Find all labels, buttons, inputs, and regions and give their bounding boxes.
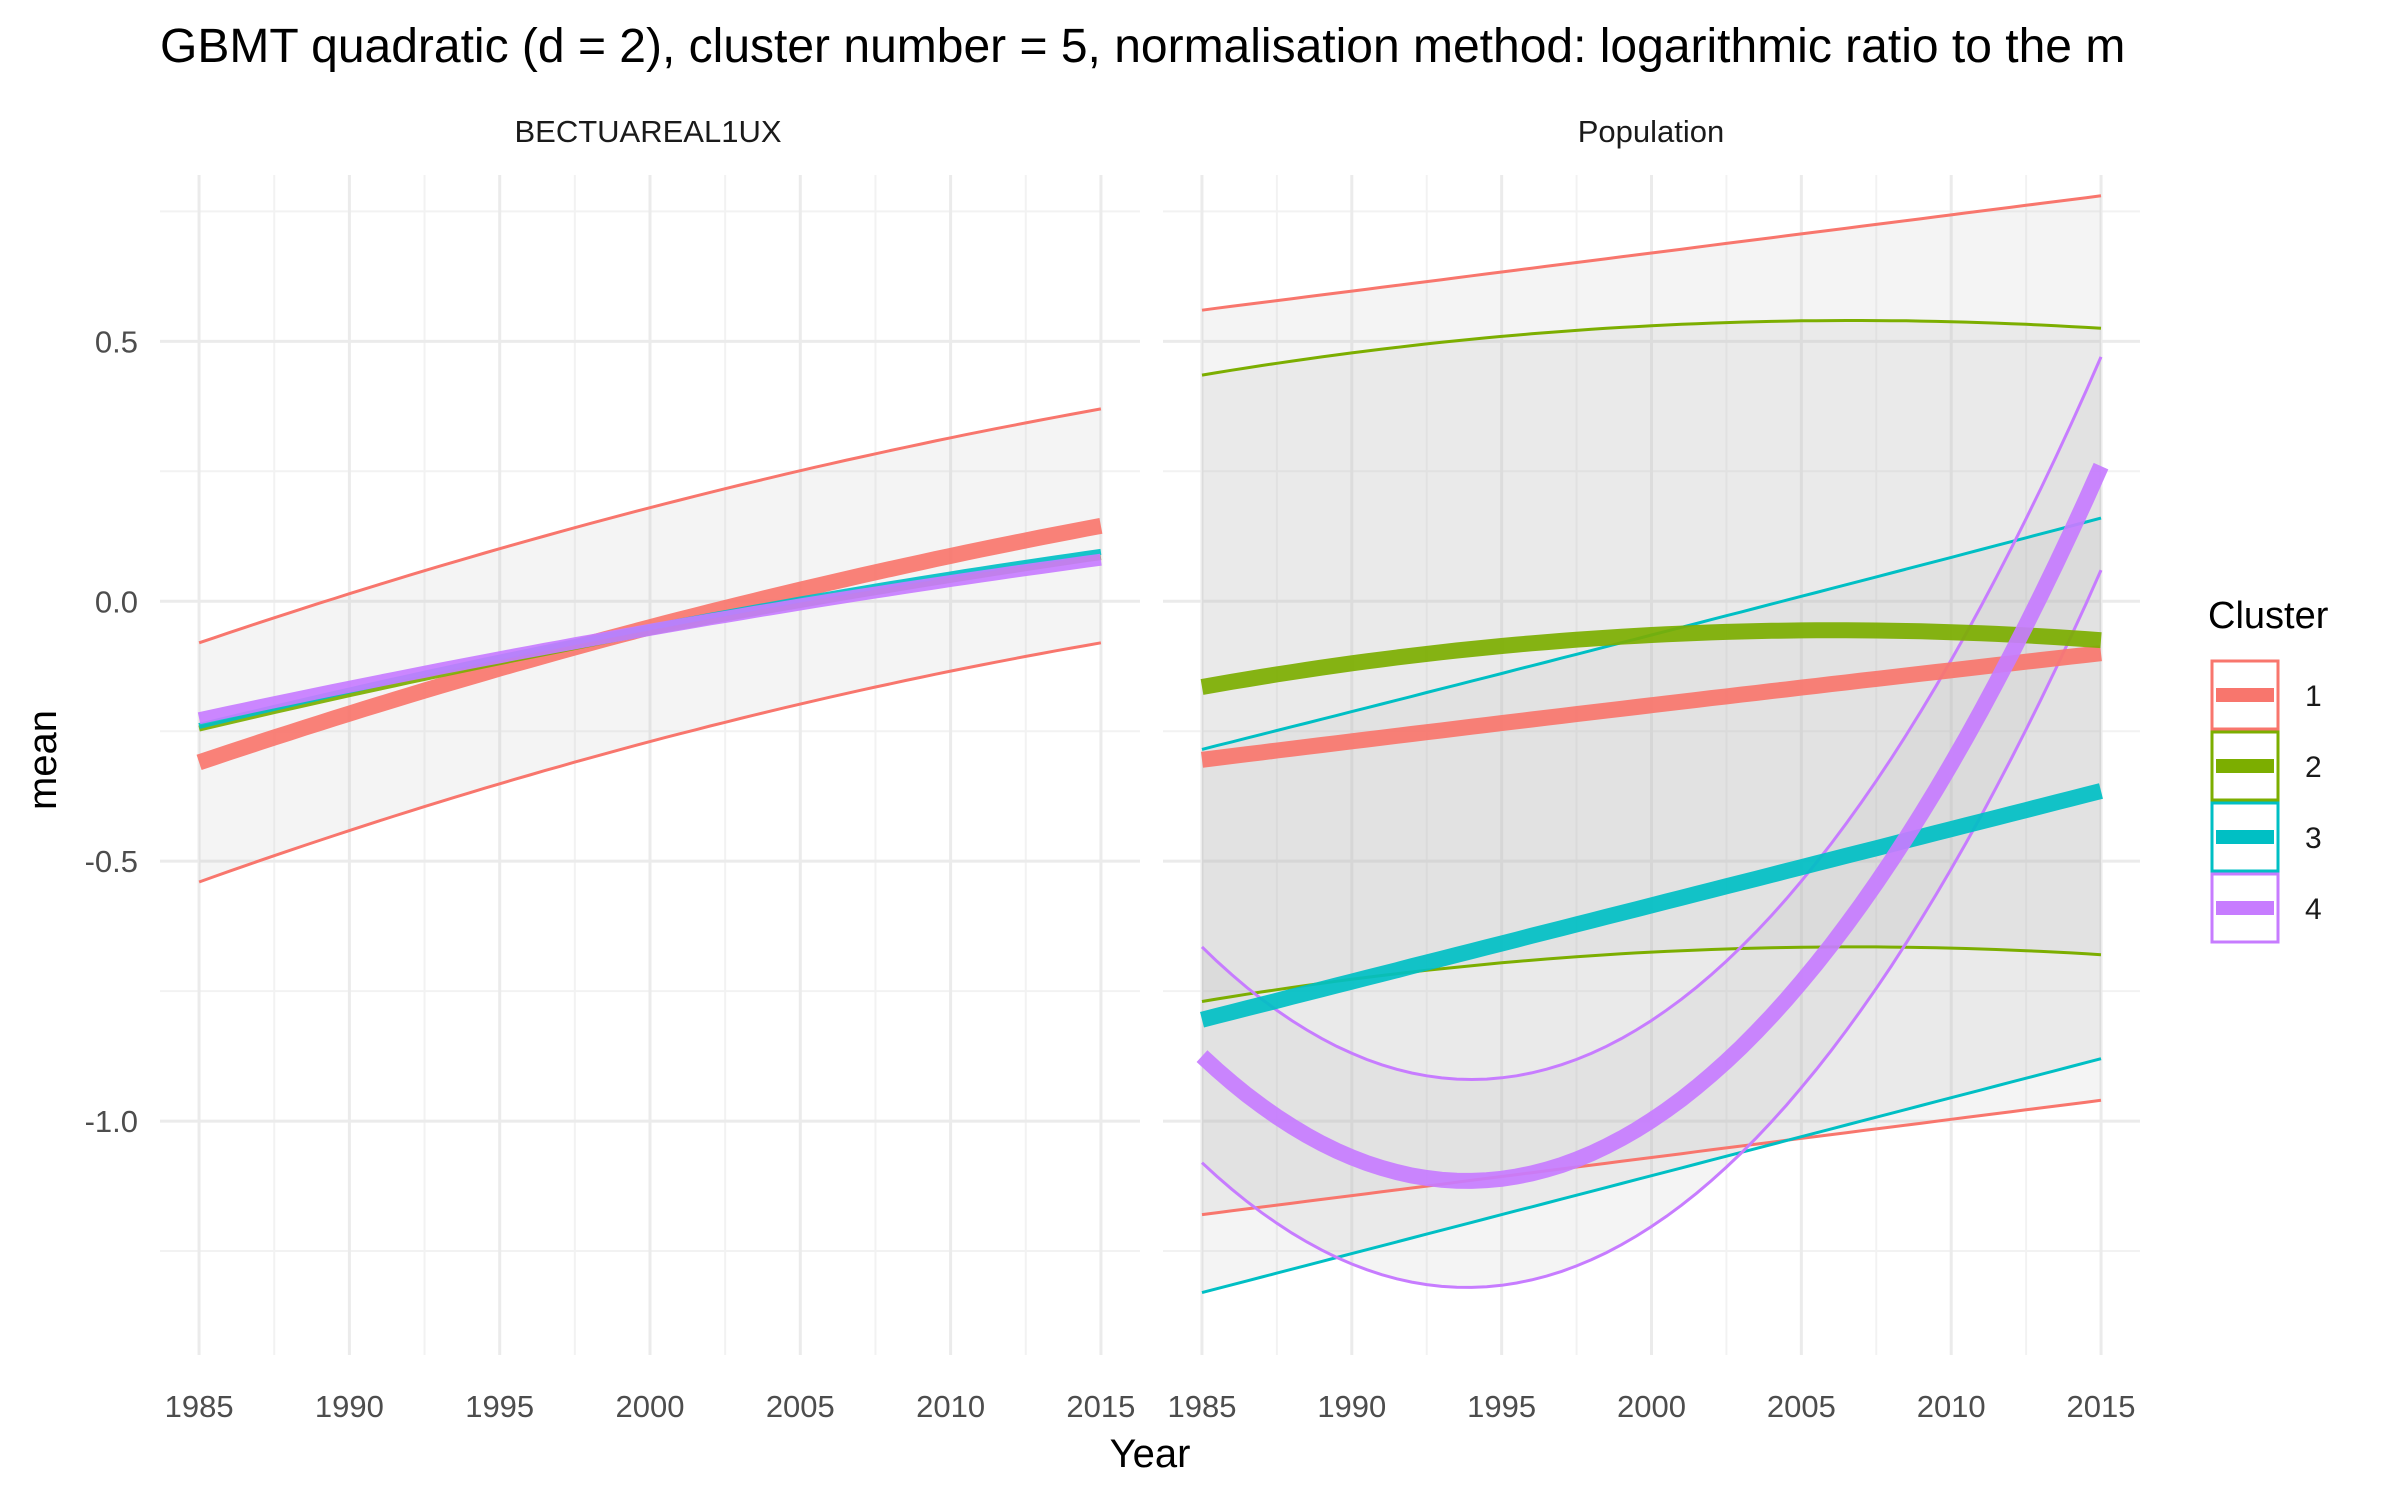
x-tick-label: 2005 xyxy=(766,1389,835,1424)
x-tick-label: 1990 xyxy=(1317,1389,1386,1424)
panel-right xyxy=(1163,175,2140,1355)
band-upper-line-cluster-1 xyxy=(1201,194,2102,312)
band-lower-line-cluster-3 xyxy=(1201,1057,2102,1295)
legend-title: Cluster xyxy=(2208,595,2329,637)
x-tick-label: 2005 xyxy=(1767,1389,1836,1424)
x-tick-label: 1995 xyxy=(465,1389,534,1424)
band-upper-line-cluster-2 xyxy=(1201,319,2102,377)
y-axis-ticks: 0.5 0.0 -0.5 -1.0 xyxy=(85,324,138,1139)
legend-label-1: 1 xyxy=(2305,680,2322,713)
band-lower-line-cluster-4 xyxy=(1200,569,2103,1289)
x-tick-label: 1995 xyxy=(1467,1389,1536,1424)
x-axis-ticks: 1985 1990 1995 2000 2005 2010 2015 1985 1990 1995… xyxy=(165,1389,2136,1424)
legend-label-3: 3 xyxy=(2305,822,2322,855)
mean-line-cluster-4 xyxy=(197,553,1102,725)
y-tick-label: -1.0 xyxy=(85,1104,138,1139)
x-tick-label: 1990 xyxy=(315,1389,384,1424)
band-cluster-2 xyxy=(1202,320,2101,1002)
band-upper-line-cluster-1 xyxy=(198,407,1102,645)
legend-label-2: 2 xyxy=(2305,751,2322,784)
panel-left xyxy=(160,175,1140,1355)
x-tick-label: 2000 xyxy=(616,1389,685,1424)
legend: Cluster 1 2 3 4 xyxy=(2208,595,2329,944)
x-axis-title: Year xyxy=(1110,1432,1191,1476)
x-tick-label: 2010 xyxy=(1917,1389,1986,1424)
x-tick-label: 2010 xyxy=(916,1389,985,1424)
y-tick-label: 0.5 xyxy=(95,324,138,359)
y-tick-label: 0.0 xyxy=(95,584,138,619)
band-lower-line-cluster-1 xyxy=(1201,1098,2102,1217)
panel-strip-right: Population xyxy=(1578,114,1725,149)
x-tick-label: 2015 xyxy=(2067,1389,2136,1424)
x-tick-label: 2015 xyxy=(1066,1389,1135,1424)
mean-line-cluster-4 xyxy=(1196,462,2109,1189)
band-upper-line-cluster-4 xyxy=(1200,356,2103,1082)
x-tick-label: 1985 xyxy=(165,1389,234,1424)
band-cluster-1 xyxy=(199,408,1101,882)
y-tick-label: -0.5 xyxy=(85,844,138,879)
mean-line-cluster-2 xyxy=(1200,622,2102,695)
panel-strip-left: BECTUAREAL1UX xyxy=(514,114,781,149)
y-axis-title: mean xyxy=(21,710,65,810)
x-tick-label: 2000 xyxy=(1617,1389,1686,1424)
x-tick-label: 1985 xyxy=(1167,1389,1236,1424)
band-lower-line-cluster-1 xyxy=(198,641,1102,884)
chart-title: GBMT quadratic (d = 2), cluster number =… xyxy=(160,20,2125,73)
mean-line-cluster-3 xyxy=(1200,783,2103,1028)
mean-line-cluster-1 xyxy=(1200,645,2102,768)
legend-label-4: 4 xyxy=(2305,893,2322,926)
